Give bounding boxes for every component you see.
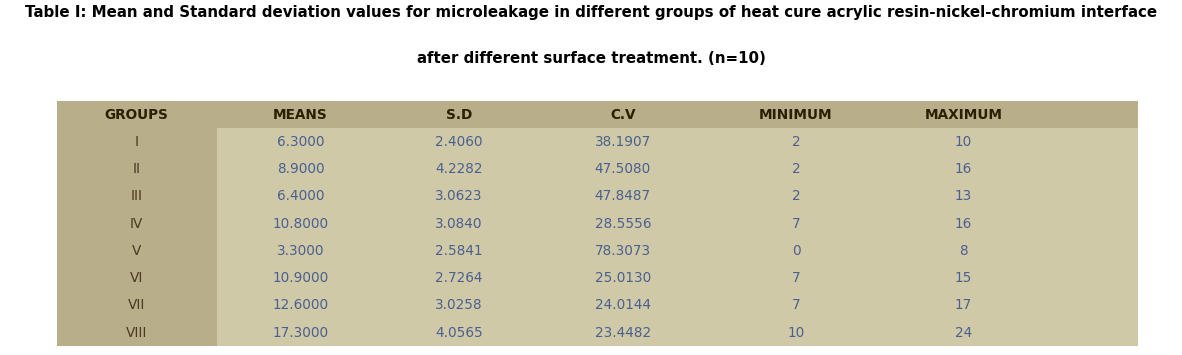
Text: Table I: Mean and Standard deviation values for microleakage in different groups: Table I: Mean and Standard deviation val…	[25, 5, 1157, 20]
Text: II: II	[132, 162, 141, 176]
Text: 17.3000: 17.3000	[273, 326, 329, 339]
Text: 6.4000: 6.4000	[277, 190, 324, 203]
Text: MEANS: MEANS	[273, 108, 327, 122]
Bar	[57, 101, 1138, 346]
Text: GROUPS: GROUPS	[105, 108, 169, 122]
Text: 24.0144: 24.0144	[595, 298, 651, 312]
Text: 17: 17	[955, 298, 973, 312]
Text: 47.8487: 47.8487	[595, 190, 651, 203]
Text: 28.5556: 28.5556	[595, 217, 651, 231]
Text: VI: VI	[130, 271, 143, 285]
Text: 2: 2	[792, 190, 800, 203]
Text: 10.9000: 10.9000	[273, 271, 329, 285]
Text: 2: 2	[792, 135, 800, 149]
Text: VIII: VIII	[126, 326, 148, 339]
Text: 7: 7	[792, 298, 800, 312]
Text: 8.9000: 8.9000	[277, 162, 324, 176]
Text: 10: 10	[787, 326, 805, 339]
Text: 3.0258: 3.0258	[435, 298, 483, 312]
Text: 6.3000: 6.3000	[277, 135, 324, 149]
Text: C.V: C.V	[610, 108, 636, 122]
Text: 10: 10	[955, 135, 973, 149]
Text: 4.0565: 4.0565	[435, 326, 483, 339]
Text: 2.5841: 2.5841	[435, 244, 483, 258]
Text: 3.3000: 3.3000	[277, 244, 324, 258]
Text: 78.3073: 78.3073	[595, 244, 651, 258]
Text: 13: 13	[955, 190, 973, 203]
Text: S.D: S.D	[446, 108, 473, 122]
Text: 10.8000: 10.8000	[273, 217, 329, 231]
Text: 2: 2	[792, 162, 800, 176]
Text: 2.7264: 2.7264	[435, 271, 482, 285]
Text: 38.1907: 38.1907	[595, 135, 651, 149]
Text: 16: 16	[955, 217, 973, 231]
Text: 8: 8	[960, 244, 968, 258]
Text: 25.0130: 25.0130	[595, 271, 651, 285]
Text: III: III	[131, 190, 143, 203]
Text: 23.4482: 23.4482	[595, 326, 651, 339]
Text: 4.2282: 4.2282	[435, 162, 482, 176]
Text: MAXIMUM: MAXIMUM	[924, 108, 1002, 122]
Text: 24: 24	[955, 326, 973, 339]
Text: VII: VII	[128, 298, 145, 312]
Text: 47.5080: 47.5080	[595, 162, 651, 176]
Text: after different surface treatment. (n=10): after different surface treatment. (n=10…	[416, 51, 766, 66]
Text: IV: IV	[130, 217, 143, 231]
Text: 7: 7	[792, 217, 800, 231]
Text: 16: 16	[955, 162, 973, 176]
Text: 3.0623: 3.0623	[435, 190, 482, 203]
Text: I: I	[135, 135, 138, 149]
Text: 0: 0	[792, 244, 800, 258]
Bar	[216, 101, 1138, 346]
Text: 3.0840: 3.0840	[435, 217, 482, 231]
Bar	[57, 101, 1138, 129]
Text: 15: 15	[955, 271, 973, 285]
Text: V: V	[132, 244, 142, 258]
Text: 2.4060: 2.4060	[435, 135, 482, 149]
Text: MINIMUM: MINIMUM	[759, 108, 833, 122]
Text: 7: 7	[792, 271, 800, 285]
Text: 12.6000: 12.6000	[273, 298, 329, 312]
